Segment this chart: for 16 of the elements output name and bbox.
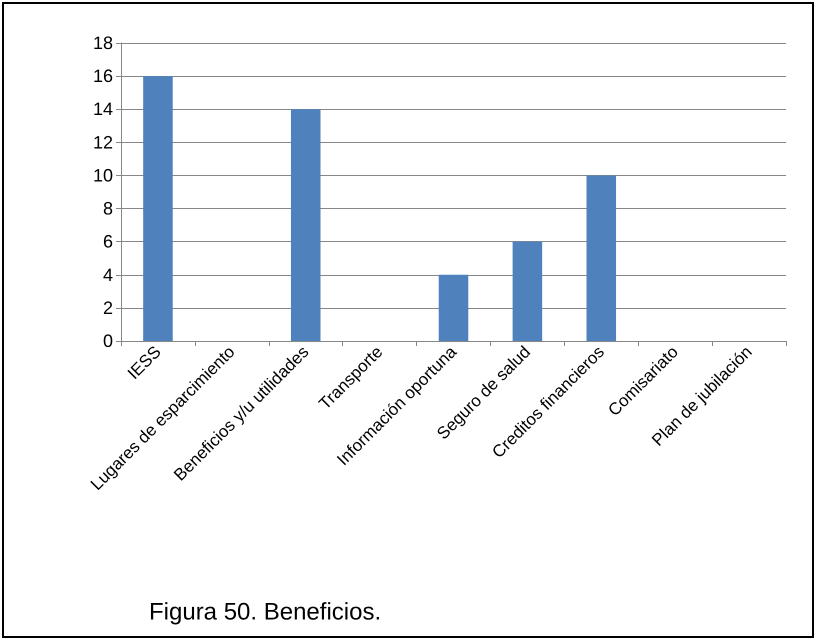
bar xyxy=(586,175,616,341)
text: Figura 50. Beneficios. xyxy=(149,598,382,626)
y-tick-label: 0 xyxy=(102,331,113,351)
bar xyxy=(143,76,173,341)
y-tick-label: 6 xyxy=(102,232,113,252)
y-tick-label: 10 xyxy=(92,165,113,186)
bar xyxy=(290,109,320,341)
y-tick-label: 14 xyxy=(92,99,113,120)
y-tick-label: 18 xyxy=(92,33,113,53)
y-tick-label: 4 xyxy=(102,264,113,285)
y-tick-label: 12 xyxy=(92,132,113,152)
bar xyxy=(438,274,468,341)
y-tick-label: 16 xyxy=(92,66,113,86)
bar xyxy=(512,242,542,341)
y-tick-label: 2 xyxy=(102,298,113,318)
y-tick-label: 8 xyxy=(102,198,113,219)
